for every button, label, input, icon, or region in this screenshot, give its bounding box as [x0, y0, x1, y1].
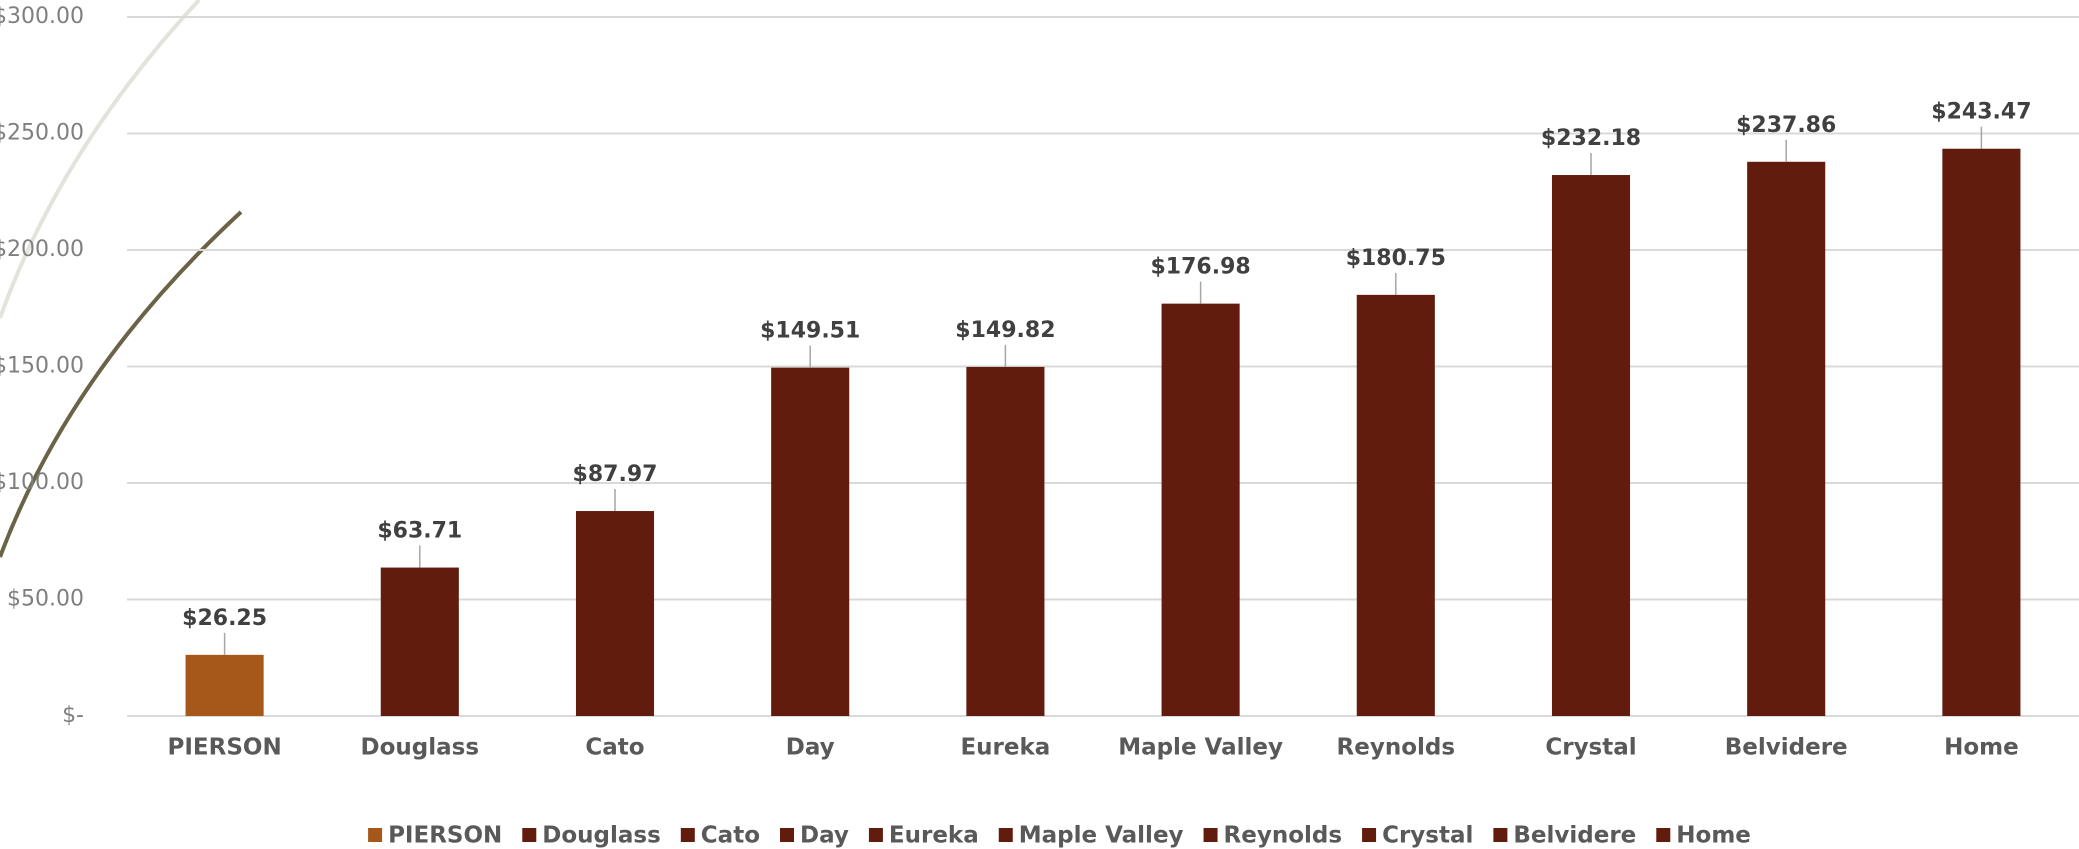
value-label: $176.98 [1150, 255, 1250, 280]
y-tick-label: $250.00 [0, 121, 84, 146]
y-tick-label: $200.00 [0, 237, 84, 262]
x-tick-label: Belvidere [1725, 735, 1848, 761]
legend-swatch [522, 828, 537, 842]
x-tick-label: Eureka [960, 735, 1050, 761]
legend-label: Douglass [542, 823, 661, 849]
value-label: $26.25 [182, 606, 267, 631]
legend-label: Crystal [1382, 823, 1473, 849]
value-label: $180.75 [1346, 246, 1446, 271]
y-tick-label: $100.00 [0, 470, 84, 495]
x-tick-label: PIERSON [167, 735, 281, 761]
x-tick-label: Cato [585, 735, 644, 761]
bar [185, 654, 264, 716]
legend-swatch [868, 828, 883, 842]
y-tick-label: $300.00 [0, 4, 84, 29]
legend-swatch [368, 828, 383, 842]
legend-swatch [998, 828, 1013, 842]
bar [1161, 303, 1240, 716]
legend-label: Reynolds [1224, 823, 1343, 849]
x-tick-label: Maple Valley [1118, 735, 1283, 761]
legend-swatch [1362, 828, 1377, 842]
legend-label: Home [1676, 823, 1751, 849]
value-label: $232.18 [1541, 126, 1641, 151]
value-label: $243.47 [1931, 100, 2031, 125]
legend-label: Cato [701, 823, 760, 849]
legend-label: Belvidere [1513, 823, 1636, 849]
bar [1942, 148, 2021, 716]
x-tick-label: Reynolds [1337, 735, 1456, 761]
x-tick-label: Douglass [361, 735, 480, 761]
bar [1551, 175, 1631, 716]
x-tick-label: Day [786, 735, 835, 761]
y-tick-label: $- [62, 703, 84, 728]
legend-label: Day [800, 823, 849, 849]
value-label: $63.71 [377, 519, 462, 544]
legend-swatch [1656, 828, 1671, 842]
value-label: $87.97 [573, 462, 658, 487]
legend-swatch [1203, 828, 1218, 842]
bar [1356, 294, 1435, 716]
bar [380, 567, 459, 716]
legend-label: Eureka [889, 823, 979, 849]
value-label: $149.82 [955, 318, 1055, 343]
legend-swatch [680, 828, 695, 842]
bar [1747, 161, 1826, 716]
value-label: $237.86 [1736, 113, 1836, 138]
legend-label: PIERSON [388, 823, 502, 849]
bar [966, 366, 1045, 716]
bar [575, 511, 655, 716]
bar [771, 367, 850, 716]
x-tick-label: Home [1944, 735, 2019, 761]
x-tick-label: Crystal [1545, 735, 1636, 761]
y-tick-label: $150.00 [0, 354, 84, 379]
value-label: $149.51 [760, 319, 860, 344]
decor-arc [0, 0, 201, 319]
legend-swatch [1493, 828, 1508, 842]
decor-arc [0, 210, 243, 558]
legend-swatch [780, 828, 795, 842]
legend-label: Maple Valley [1019, 823, 1184, 849]
y-tick-label: $50.00 [7, 587, 84, 612]
